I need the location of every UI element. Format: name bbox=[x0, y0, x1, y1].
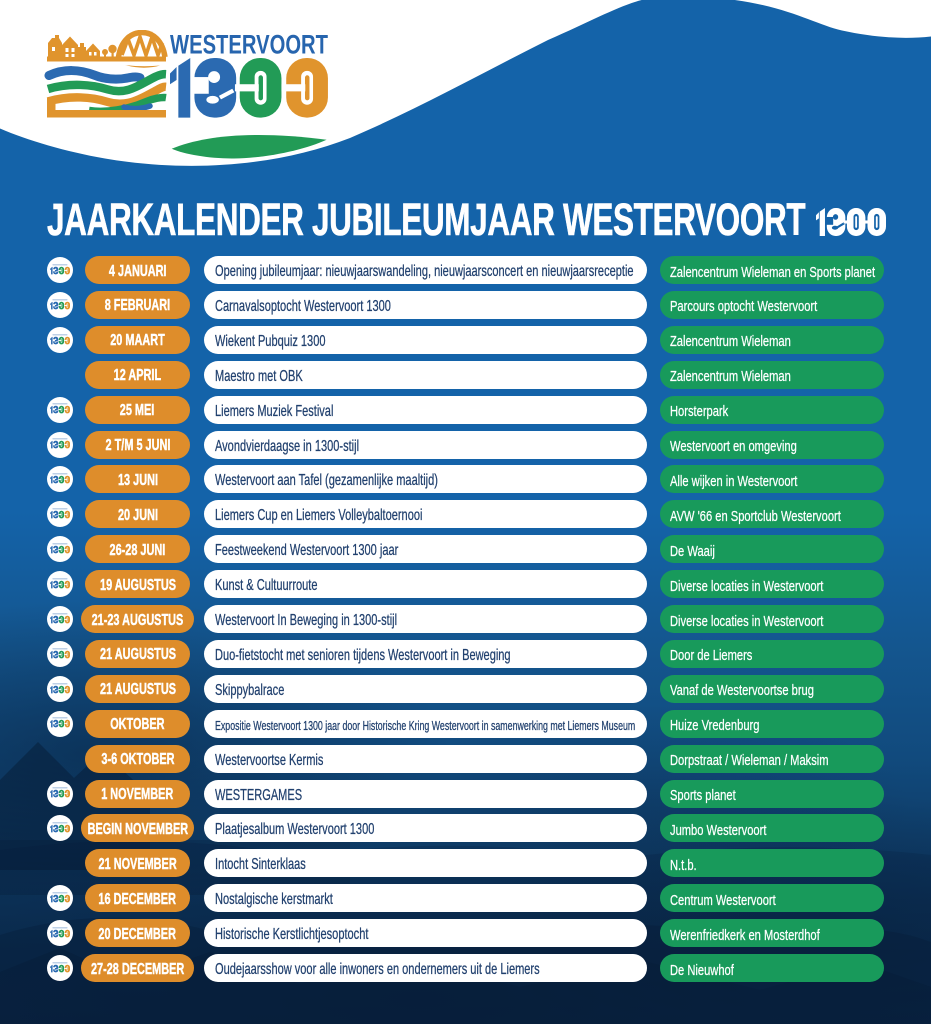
svg-text:WESTERVOORT: WESTERVOORT bbox=[170, 30, 328, 59]
